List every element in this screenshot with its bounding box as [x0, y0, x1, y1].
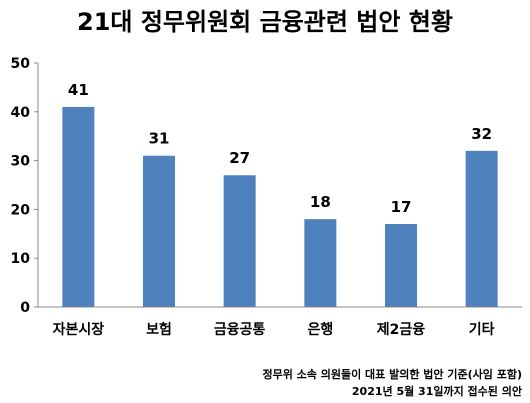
- category-label-3: 은행: [307, 322, 333, 338]
- data-label-0: 41: [68, 81, 89, 99]
- category-label-4: 제2금융: [377, 322, 426, 338]
- category-label-1: 보험: [146, 321, 172, 338]
- y-tick-label-3: 30: [11, 154, 31, 170]
- data-label-4: 17: [391, 198, 412, 216]
- data-label-5: 32: [471, 125, 492, 143]
- bar-2: [223, 175, 256, 307]
- category-label-2: 금융공통: [214, 322, 266, 338]
- data-label-3: 18: [310, 193, 331, 211]
- bar-5: [465, 150, 498, 307]
- bar-4: [385, 224, 417, 307]
- category-labels: 자본시장 보험 금융공통 은행 제2금융 기타: [53, 321, 495, 338]
- bar-3: [304, 219, 337, 307]
- category-label-0: 자본시장: [53, 321, 105, 338]
- data-labels: 41 31 27 18 17 32: [68, 81, 492, 216]
- y-tick-label-0: 0: [20, 300, 30, 316]
- y-tick-label-1: 10: [11, 251, 31, 267]
- bar-0: [62, 106, 95, 307]
- footnote-2: 2021년 5월 31일까지 접수된 의안: [352, 384, 522, 398]
- y-tick-label-5: 50: [11, 56, 31, 72]
- category-label-5: 기타: [469, 322, 495, 338]
- y-tick-label-4: 40: [11, 105, 31, 121]
- data-label-2: 27: [229, 149, 250, 167]
- footnote-1: 정무위 소속 의원들이 대표 발의한 법안 기준(사임 포함): [262, 367, 522, 381]
- y-axis: 0 10 20 30 40 50: [11, 56, 38, 316]
- y-tick-label-2: 20: [11, 202, 31, 218]
- data-label-1: 31: [149, 130, 170, 148]
- chart-title: 21대 정무위원회 금융관련 법안 현황: [77, 8, 453, 36]
- bars: [62, 106, 498, 307]
- bar-1: [143, 155, 175, 307]
